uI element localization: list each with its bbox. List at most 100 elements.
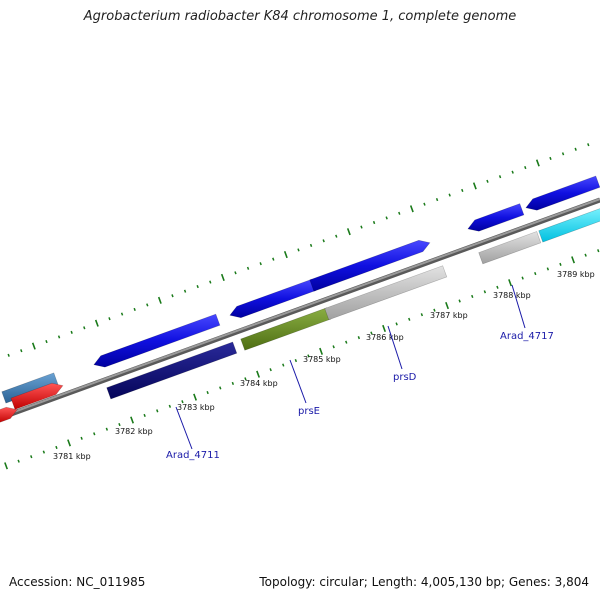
major-tick [130, 416, 134, 424]
minor-tick [118, 423, 121, 427]
gene-arrow-navy [106, 341, 238, 400]
minor-tick [171, 294, 174, 298]
minor-tick [372, 220, 376, 225]
minor-tick [435, 198, 439, 202]
minor-tick [423, 202, 426, 206]
minor-tick [332, 345, 335, 349]
major-tick [31, 342, 36, 350]
gene-arrow-olive [240, 307, 332, 351]
minor-tick [80, 436, 83, 440]
major-tick [508, 279, 512, 287]
minor-tick [448, 193, 451, 197]
gene-label-arad-4717[interactable]: Arad_4717 [500, 331, 554, 342]
gene-arrow-blue [525, 175, 600, 211]
gene-features [0, 175, 600, 423]
minor-tick [335, 234, 338, 238]
kbp-label: 3789 kbp [557, 270, 595, 279]
minor-tick [307, 354, 310, 358]
leader-line [387, 325, 403, 370]
minor-tick [297, 248, 300, 252]
minor-tick [357, 336, 361, 340]
chromosome-backbone [0, 197, 600, 421]
gene-arrow-blue [93, 313, 221, 368]
major-tick [157, 296, 162, 304]
gene-arrow-grey [478, 231, 542, 265]
major-tick [571, 256, 575, 264]
minor-tick [93, 432, 96, 436]
minor-tick [244, 377, 247, 381]
major-tick [220, 273, 225, 282]
minor-tick [534, 271, 537, 276]
major-tick [409, 205, 414, 213]
kbp-label: 3781 kbp [53, 452, 91, 461]
gene-arrow-blue [467, 203, 525, 232]
minor-tick [294, 358, 298, 363]
minor-tick [561, 152, 565, 156]
minor-tick [55, 445, 58, 450]
kbp-label: 3787 kbp [430, 311, 468, 320]
minor-tick [559, 262, 562, 266]
minor-tick [546, 267, 550, 271]
minor-tick [458, 299, 461, 303]
minor-tick [120, 312, 124, 316]
minor-tick [269, 368, 272, 372]
major-tick [256, 370, 260, 378]
minor-tick [17, 459, 20, 463]
minor-tick [420, 313, 424, 317]
minor-tick [30, 455, 33, 459]
kbp-label: 3784 kbp [240, 379, 278, 388]
minor-tick [183, 289, 187, 293]
major-tick [535, 159, 540, 167]
minor-tick [156, 409, 159, 413]
minor-tick [7, 353, 10, 357]
minor-tick [105, 427, 109, 431]
major-tick [445, 302, 449, 310]
gene-label-prse[interactable]: prsE [298, 406, 320, 417]
minor-tick [206, 390, 209, 395]
minor-tick [45, 339, 48, 344]
minor-tick [584, 253, 587, 257]
kbp-label: 3783 kbp [177, 403, 215, 412]
accession-text: Accession: NC_011985 [9, 575, 146, 589]
minor-tick [395, 322, 398, 326]
inner-tick-ring [4, 249, 600, 470]
minor-tick [461, 188, 464, 193]
minor-tick [234, 271, 237, 275]
minor-tick [143, 413, 146, 418]
minor-tick [181, 400, 184, 404]
major-tick [4, 462, 8, 470]
gene-arrow-steelblue [1, 372, 59, 404]
gene-label-arad-4711[interactable]: Arad_4711 [166, 450, 220, 461]
minor-tick [498, 175, 502, 179]
kbp-label: 3785 kbp [303, 355, 341, 364]
genome-summary-text: Topology: circular; Length: 4,005,130 bp… [259, 575, 589, 589]
major-tick [67, 439, 71, 447]
leader-line [175, 406, 193, 450]
gene-labels: Arad_4711 prsE prsD Arad_4717 [166, 331, 554, 461]
minor-tick [231, 381, 235, 385]
minor-tick [496, 285, 499, 289]
minor-tick [259, 262, 262, 266]
gene-arrow-blue [229, 278, 317, 319]
minor-tick [272, 257, 275, 261]
minor-tick [385, 216, 388, 220]
minor-tick [146, 303, 149, 307]
minor-tick [471, 294, 474, 298]
minor-tick [168, 404, 172, 408]
gene-arrow-grey [324, 265, 448, 321]
minor-tick [370, 331, 373, 335]
gene-arrow-red [0, 406, 18, 423]
minor-tick [219, 386, 222, 390]
gene-arrow-blue [309, 239, 431, 292]
major-tick [382, 324, 386, 333]
major-tick [346, 228, 351, 236]
minor-tick [574, 147, 577, 151]
minor-tick [549, 156, 552, 160]
gene-arrow-cyan [538, 208, 600, 243]
minor-tick [483, 290, 487, 294]
minor-tick [57, 335, 61, 339]
leader-line [289, 359, 307, 404]
minor-tick [398, 211, 401, 215]
gene-label-prsd[interactable]: prsD [393, 372, 417, 383]
